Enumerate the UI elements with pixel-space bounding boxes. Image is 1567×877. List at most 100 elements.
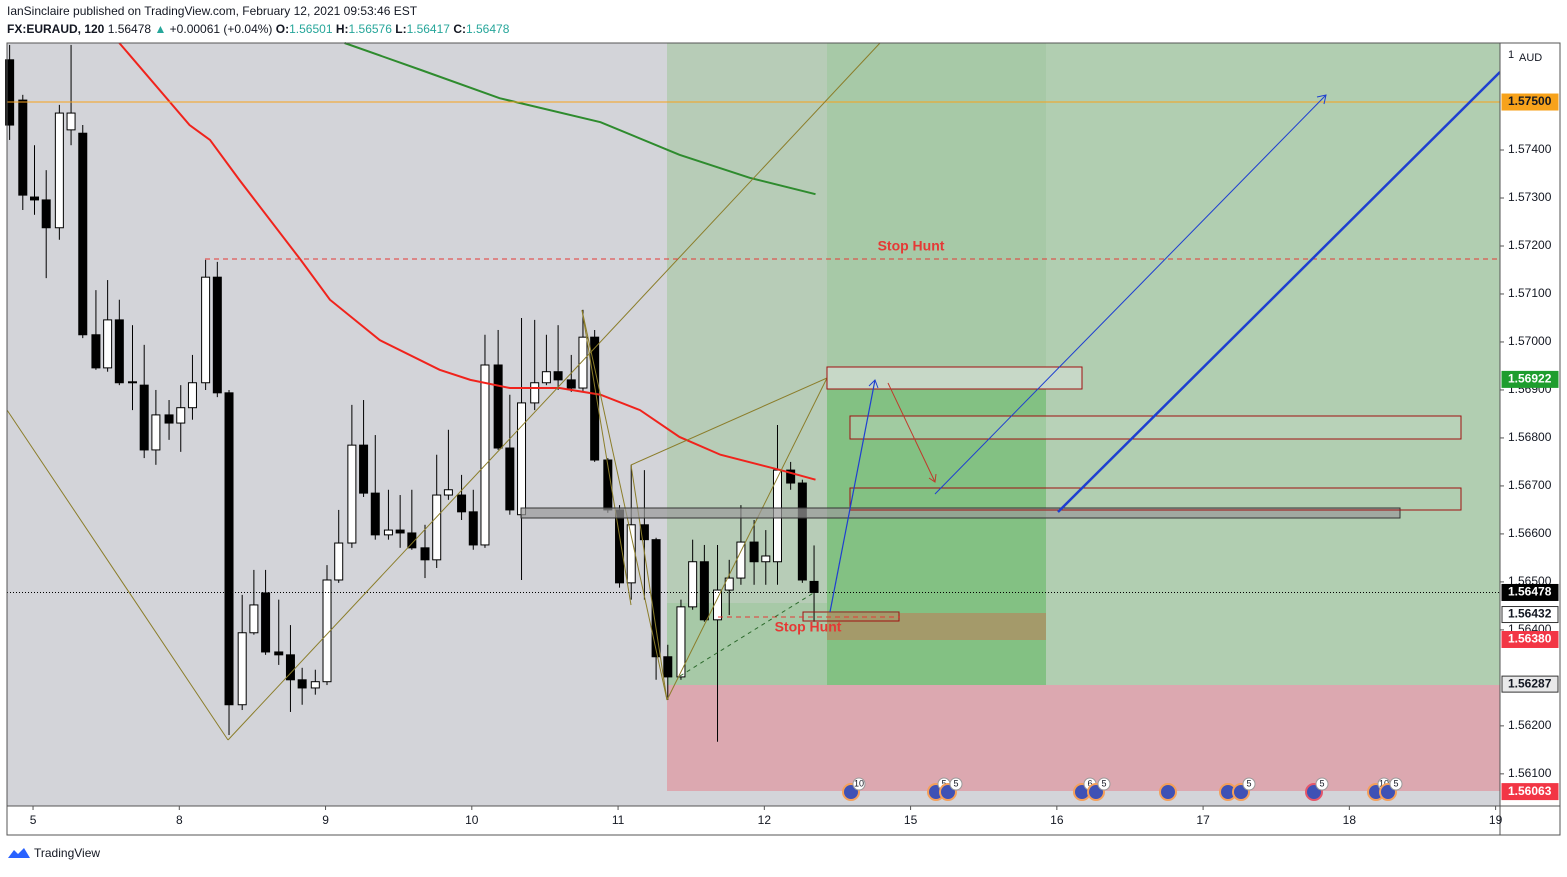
candle-body [688, 561, 698, 608]
pattern-line [581, 309, 632, 606]
candle-body [224, 392, 234, 706]
candle-body [809, 580, 819, 593]
y-tick-label: 1.57300 [1508, 190, 1552, 204]
event-count: 5 [1101, 778, 1106, 788]
pattern-line [666, 377, 828, 701]
event-icon [1159, 783, 1177, 801]
price-axis [1500, 43, 1560, 835]
x-tick-label: 18 [1343, 813, 1357, 827]
box [849, 415, 1462, 440]
candle-body [18, 99, 28, 196]
price-tag-label: 1.56287 [1508, 676, 1552, 690]
high: 1.56576 [349, 22, 393, 36]
candle-body [285, 654, 295, 681]
candle-body [530, 382, 540, 404]
candle-body [237, 632, 247, 706]
pattern-line [6, 409, 229, 741]
event-count: 5 [1319, 778, 1324, 788]
candle-body [749, 541, 759, 563]
x-tick-label: 8 [176, 813, 183, 827]
price-tag-label: 1.56063 [1508, 784, 1552, 798]
candle-body [590, 336, 600, 461]
candle-body [249, 604, 259, 634]
x-tick-label: 9 [322, 813, 329, 827]
candle-body [480, 364, 490, 546]
candle-body [651, 539, 661, 658]
annotation: Stop Hunt [878, 238, 945, 254]
y-tick-label: 1.57100 [1508, 286, 1552, 300]
scale-mode: 1 [1508, 49, 1514, 61]
arrow-head [1316, 94, 1327, 105]
event-count: 5 [941, 778, 946, 788]
arrow-head [868, 379, 879, 389]
event-count: 5 [953, 778, 958, 788]
candle-body [699, 561, 709, 621]
event-badge [949, 777, 963, 791]
lines [7, 42, 1500, 593]
price-tag-label: 1.57500 [1508, 94, 1552, 108]
candle-body [724, 577, 734, 591]
arrow [829, 379, 876, 613]
candle-body [663, 656, 673, 678]
event-badge [1242, 777, 1256, 791]
event-count: 5 [1246, 778, 1251, 788]
y-tick-label: 1.56600 [1508, 526, 1552, 540]
candle-body [553, 371, 563, 381]
candle-body [443, 489, 453, 496]
stop-box [827, 613, 1046, 640]
candle-body [713, 589, 723, 621]
candle-body [347, 444, 357, 544]
arrow [934, 94, 1327, 495]
candle-body [468, 511, 478, 546]
event-count: 5 [1393, 778, 1398, 788]
high-label: H: [336, 22, 349, 36]
y-tick-label: 1.56200 [1508, 718, 1552, 732]
event-badge [1097, 777, 1111, 791]
x-tick-label: 15 [904, 813, 918, 827]
frame [6, 42, 1561, 836]
y-tick-label: 1.56700 [1508, 478, 1552, 492]
candle-body [420, 547, 430, 561]
candle-body [761, 555, 771, 563]
pattern [6, 42, 881, 741]
dashed-line [679, 591, 816, 677]
open: 1.56501 [289, 22, 333, 36]
x-tick-label: 11 [612, 813, 625, 827]
events: 10 5 5 6 5 5 5 10 5 [842, 777, 1403, 801]
candle-body [736, 541, 746, 579]
brand: TradingView [34, 846, 100, 860]
pattern-line [630, 464, 668, 701]
candle-body [786, 469, 796, 484]
candle-body [383, 529, 393, 536]
close: 1.56478 [466, 22, 510, 36]
event-count: 6 [1087, 778, 1092, 788]
price-tag [1501, 93, 1559, 111]
x-tick-label: 16 [1050, 813, 1064, 827]
candle-body [127, 381, 137, 384]
drawings: Stop Hunt Stop Hunt [6, 42, 1501, 741]
price-tag [1501, 783, 1559, 801]
candle-body [212, 276, 222, 394]
profit-zone-light [1046, 43, 1500, 685]
arrow-head [928, 473, 937, 483]
event-count: 10 [854, 778, 864, 788]
price-tag [1501, 675, 1559, 693]
candle-body [66, 112, 76, 131]
pattern-line [581, 309, 668, 701]
candle-body [626, 524, 636, 584]
candle-body [639, 524, 649, 541]
candle-body [310, 681, 320, 689]
candle-body [676, 606, 686, 678]
candle-body [432, 494, 442, 561]
candle-body [187, 382, 197, 409]
logo [8, 848, 30, 858]
price-tag-label: 1.56380 [1508, 632, 1552, 646]
box [826, 366, 1083, 390]
candle-body [201, 276, 211, 384]
candle-body [566, 379, 576, 389]
publisher: IanSinclaire published on TradingView.co… [7, 4, 418, 18]
candle-body [493, 364, 503, 449]
symbol: FX:EURAUD, 120 [7, 22, 105, 36]
